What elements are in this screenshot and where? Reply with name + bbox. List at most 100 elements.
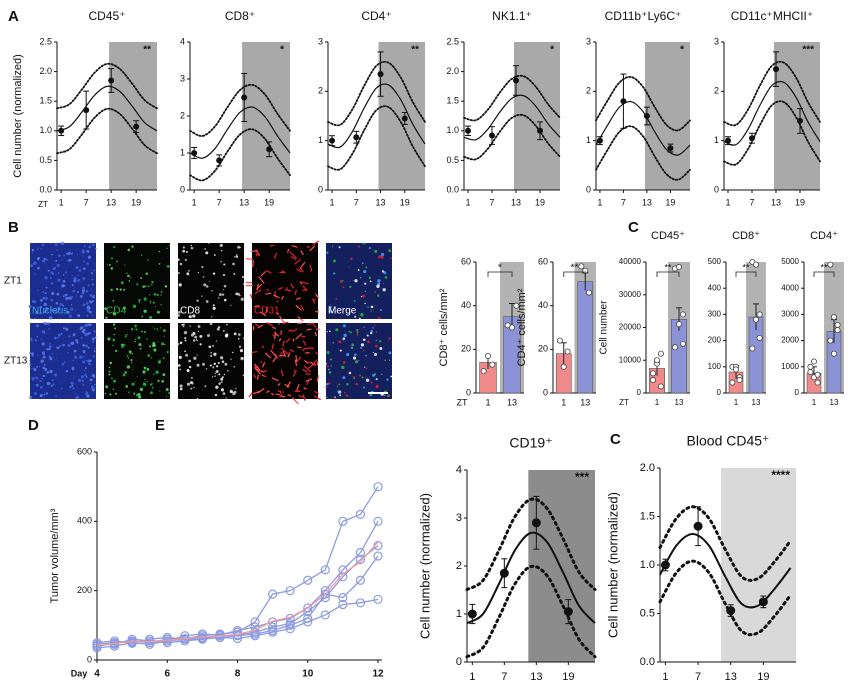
micrograph — [104, 243, 170, 319]
stain-dot — [30, 261, 32, 263]
stain-dot — [114, 327, 116, 330]
stain-dot — [213, 362, 216, 366]
fit-upper-ci — [463, 74, 561, 122]
stain-dot — [110, 267, 114, 270]
stain-dot — [380, 252, 385, 257]
replicate-point — [811, 358, 818, 365]
replicate-point — [831, 350, 838, 357]
stain-dot — [382, 282, 385, 285]
stain-dot — [157, 329, 159, 331]
stain-dot — [62, 304, 65, 307]
stain-dot — [353, 356, 357, 360]
data-point — [353, 134, 360, 141]
stain-dot — [365, 378, 370, 382]
stain-dot — [195, 338, 197, 340]
stain-dot — [42, 374, 46, 378]
stain-dot — [157, 379, 160, 383]
stain-dot — [72, 387, 75, 390]
stain-dot — [68, 296, 72, 300]
stain-dot — [384, 394, 386, 396]
stain-dot — [89, 378, 93, 382]
data-point — [513, 77, 519, 84]
stain-dot — [342, 286, 345, 289]
stain-dot — [375, 385, 379, 389]
replicate-point — [489, 361, 496, 368]
replicate-point — [753, 261, 760, 268]
stain-dot — [197, 325, 201, 328]
stain-dot — [72, 359, 75, 361]
stain-dot — [389, 359, 391, 361]
stain-dot — [34, 338, 38, 342]
stain-dot — [55, 310, 59, 314]
x-axis-label: ZT — [619, 398, 629, 407]
x-tick-label: 13 — [239, 197, 249, 207]
stain-dot — [220, 377, 224, 381]
stain-dot — [214, 372, 216, 375]
data-point — [191, 150, 198, 156]
y-tick-label: 20 — [538, 344, 548, 354]
stain-dot — [163, 335, 165, 337]
stain-dot — [184, 337, 187, 340]
stain-dot — [94, 247, 97, 250]
vessel-stain — [280, 295, 285, 300]
stain-dot — [35, 383, 39, 387]
stain-dot — [143, 366, 147, 370]
stain-dot — [230, 389, 232, 392]
stain-dot — [129, 351, 132, 354]
stain-dot — [63, 361, 66, 364]
stain-dot — [48, 328, 51, 330]
stain-dot — [162, 373, 166, 377]
series-line — [96, 541, 379, 646]
stain-dot — [372, 351, 374, 353]
stain-dot — [141, 330, 143, 333]
stain-dot — [90, 385, 94, 389]
stain-dot — [106, 264, 109, 266]
stain-dot — [50, 298, 54, 302]
stain-dot — [40, 248, 43, 250]
stain-dot — [197, 330, 200, 333]
y-tick-label: 60 — [538, 256, 548, 266]
stain-dot — [224, 334, 229, 338]
replicate-point — [556, 337, 563, 344]
stain-dot — [64, 293, 68, 297]
stain-dot — [223, 284, 227, 288]
vessel-stain — [277, 383, 281, 386]
stain-dot — [188, 269, 190, 272]
stain-dot — [205, 251, 209, 255]
y-tick-label: 0 — [543, 387, 548, 397]
vessel-stain — [254, 305, 260, 308]
stain-dot — [37, 354, 39, 356]
stain-dot — [363, 326, 365, 328]
stain-dot — [225, 323, 228, 326]
y-tick-label: 0 — [717, 388, 722, 397]
series-marker — [373, 594, 383, 604]
stain-dot — [328, 371, 332, 374]
stain-dot — [80, 326, 83, 330]
stain-dot — [157, 310, 160, 314]
stain-dot — [72, 289, 76, 293]
y-tick-label: 0 — [466, 387, 471, 397]
stain-dot — [368, 276, 371, 279]
vessel-stain — [306, 380, 310, 386]
data-point — [596, 137, 603, 144]
replicate-point — [733, 366, 740, 373]
row-label: ZT13 — [4, 356, 28, 367]
stain-dot — [70, 381, 74, 385]
stain-dot — [327, 382, 331, 385]
stain-dot — [92, 314, 94, 317]
vessel-stain — [250, 294, 253, 299]
stain-dot — [31, 248, 35, 252]
significance: ** — [571, 263, 579, 274]
x-tick-label: 19 — [400, 197, 410, 207]
y-tick-label: 3000 — [781, 310, 799, 319]
vessel-stain — [272, 334, 275, 338]
stain-dot — [91, 388, 95, 392]
stain-dot — [146, 380, 148, 383]
x-tick-label: 1 — [561, 397, 566, 407]
stain-dot — [30, 264, 33, 267]
vessel-stain — [291, 328, 298, 333]
y-tick-label: 0.5 — [640, 607, 655, 619]
stain-dot — [362, 386, 365, 389]
x-tick-label: 1 — [655, 398, 660, 407]
stain-dot — [127, 248, 131, 252]
